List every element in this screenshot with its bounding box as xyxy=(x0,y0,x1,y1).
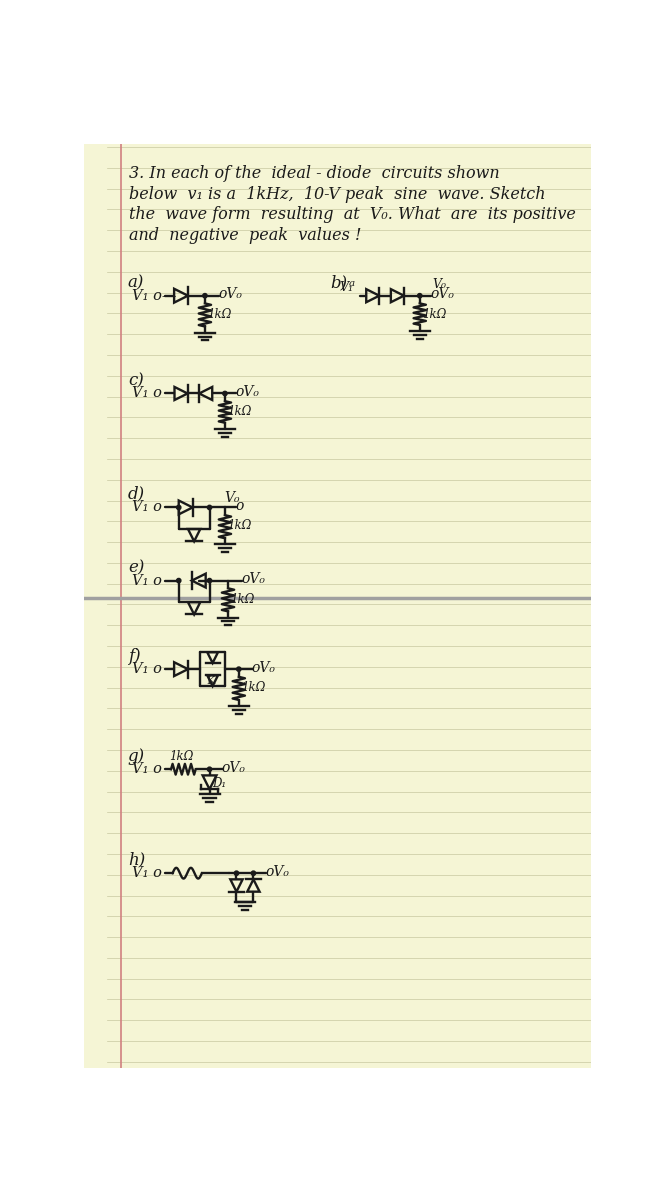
Text: K: K xyxy=(206,676,215,685)
Text: 1kΩ: 1kΩ xyxy=(207,308,231,322)
Text: oV₀: oV₀ xyxy=(218,287,242,301)
Circle shape xyxy=(251,871,256,875)
Text: a): a) xyxy=(128,274,144,292)
Text: a: a xyxy=(349,278,355,288)
Text: 1kΩ: 1kΩ xyxy=(241,682,266,694)
Text: V₀: V₀ xyxy=(433,278,447,292)
Circle shape xyxy=(237,667,241,671)
Text: oV₀: oV₀ xyxy=(222,761,246,775)
Text: V₁ o: V₁ o xyxy=(132,386,161,401)
Circle shape xyxy=(235,871,239,875)
Circle shape xyxy=(177,505,181,510)
Text: V₁ o: V₁ o xyxy=(132,574,161,588)
Circle shape xyxy=(223,391,227,396)
Text: 3. In each of the  ideal - diode  circuits shown: 3. In each of the ideal - diode circuits… xyxy=(129,164,500,181)
Text: b): b) xyxy=(330,274,347,292)
Text: h): h) xyxy=(128,852,145,869)
Text: 1kΩ: 1kΩ xyxy=(227,406,252,419)
Text: V₁ o: V₁ o xyxy=(132,866,161,880)
Text: o: o xyxy=(235,499,243,512)
Circle shape xyxy=(203,294,207,298)
Text: V₀: V₀ xyxy=(224,491,240,505)
Text: 1kΩ: 1kΩ xyxy=(231,593,254,606)
Text: 1kΩ: 1kΩ xyxy=(227,520,252,533)
Text: f): f) xyxy=(128,648,140,665)
Circle shape xyxy=(208,578,212,583)
Text: D₁: D₁ xyxy=(212,776,226,790)
Text: 1kΩ: 1kΩ xyxy=(169,750,193,763)
Circle shape xyxy=(177,578,181,583)
Text: oV₀: oV₀ xyxy=(265,865,289,878)
Text: c): c) xyxy=(128,372,144,389)
Text: below  v₁ is a  1kHz,  10-V peak  sine  wave. Sketch: below v₁ is a 1kHz, 10-V peak sine wave.… xyxy=(129,186,545,203)
Circle shape xyxy=(208,767,212,772)
Text: and  negative  peak  values !: and negative peak values ! xyxy=(129,227,361,244)
Text: V₁: V₁ xyxy=(339,282,354,294)
Text: 1kΩ: 1kΩ xyxy=(422,307,446,320)
Text: oV₀: oV₀ xyxy=(430,287,455,301)
Text: oV₀: oV₀ xyxy=(241,572,265,586)
Text: V₁ o: V₁ o xyxy=(132,662,161,676)
Text: V₁ o: V₁ o xyxy=(132,762,161,776)
Text: oV₀: oV₀ xyxy=(252,660,276,674)
Text: V₁ o: V₁ o xyxy=(132,500,161,515)
Text: e): e) xyxy=(128,559,144,576)
Text: V₁ o—: V₁ o— xyxy=(132,289,176,302)
Text: the  wave form  resulting  at  V₀. What  are  its positive: the wave form resulting at V₀. What are … xyxy=(129,206,575,223)
Circle shape xyxy=(208,505,212,510)
Text: d): d) xyxy=(128,486,145,503)
Circle shape xyxy=(418,294,422,298)
Text: oV₀: oV₀ xyxy=(235,385,259,398)
Text: g): g) xyxy=(128,748,145,764)
